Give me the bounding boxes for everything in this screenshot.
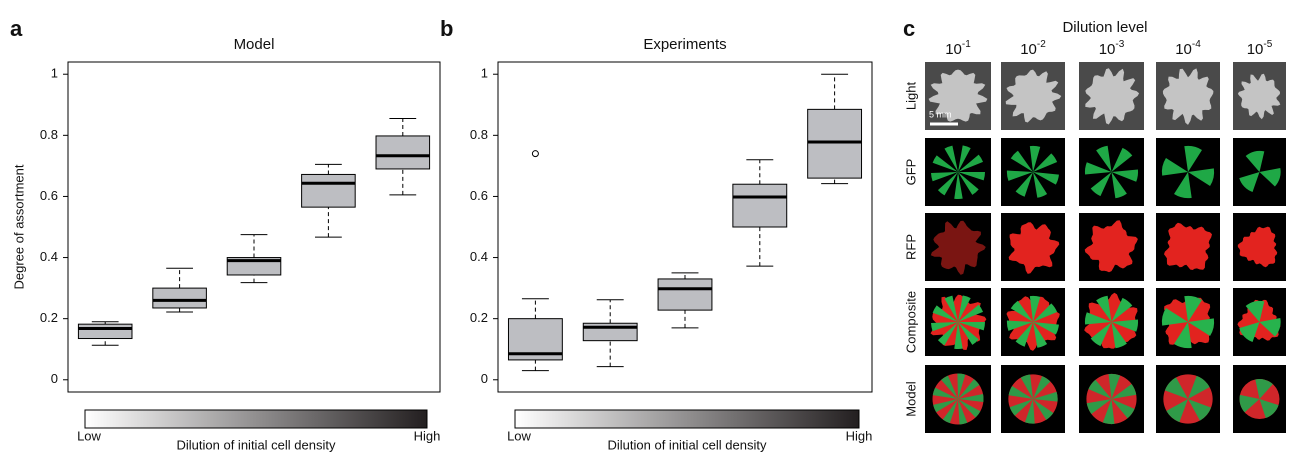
row-label: Light [903, 82, 918, 111]
column-exponent: -3 [1115, 39, 1124, 50]
model-green [1008, 374, 1058, 424]
colorbar [514, 409, 860, 429]
y-tick-label: 0.2 [470, 310, 488, 325]
column-base: 10 [1020, 41, 1037, 58]
colony-gfp [1239, 150, 1281, 192]
y-tick-label: 1 [51, 66, 58, 81]
colony-rfp [1164, 222, 1212, 270]
model-green [1164, 375, 1212, 423]
colony-light [928, 69, 988, 122]
chart-title: Model [234, 36, 275, 53]
colorbar-high: High [846, 428, 873, 443]
colony-rfp [1237, 226, 1278, 268]
scale-bar-label: 5 mm [929, 109, 952, 119]
colorbar-high: High [414, 428, 441, 443]
panel-label: b [440, 16, 453, 41]
outlier [531, 150, 539, 158]
column-exponent: -1 [962, 39, 971, 50]
colorbar [84, 409, 428, 429]
colony-green [1006, 295, 1059, 348]
model-green [932, 373, 984, 425]
colony-rfp [930, 220, 986, 275]
colony-green [1239, 300, 1281, 342]
colony-green [1161, 295, 1215, 349]
column-base: 10 [1099, 41, 1116, 58]
colorbar-low: Low [507, 428, 531, 443]
box [807, 108, 863, 179]
colony-rfp [1008, 222, 1060, 274]
y-tick-label: 0.6 [470, 188, 488, 203]
chart-title: Experiments [643, 36, 726, 53]
box [77, 323, 133, 340]
y-axis-label: Degree of assortment [11, 164, 26, 289]
row-label: Composite [903, 291, 918, 353]
y-tick-label: 0.4 [470, 249, 488, 264]
box [375, 135, 431, 170]
y-tick-label: 1 [481, 66, 488, 81]
model-green [1086, 373, 1137, 425]
y-tick-label: 0.8 [40, 127, 58, 142]
column-base: 10 [1175, 41, 1192, 58]
colony-rfp [1084, 220, 1138, 273]
plot-frame [497, 61, 873, 393]
model-green [1239, 379, 1279, 418]
y-tick-label: 0.4 [40, 249, 58, 264]
colony-gfp [1006, 145, 1059, 198]
colony-gfp [931, 145, 985, 199]
colony-green [931, 295, 985, 349]
column-exponent: -2 [1037, 39, 1046, 50]
colony-gfp [1084, 145, 1139, 199]
box [732, 183, 788, 228]
colony-light [1237, 73, 1281, 120]
y-tick-label: 0.6 [40, 188, 58, 203]
colony-green [1084, 295, 1139, 349]
y-tick-label: 0.2 [40, 310, 58, 325]
row-label: RFP [903, 234, 918, 260]
colorbar-label: Dilution of initial cell density [608, 437, 767, 452]
colorbar-low: Low [77, 428, 101, 443]
column-header: 10-1 [945, 39, 971, 58]
panel-label: a [10, 16, 23, 41]
column-exponent: -5 [1263, 39, 1272, 50]
colony-light [1005, 69, 1062, 123]
colony-light [1085, 68, 1140, 125]
plot-frame [67, 61, 441, 393]
column-header: 10-3 [1099, 39, 1125, 58]
column-header: 10-2 [1020, 39, 1046, 58]
y-tick-label: 0 [481, 371, 488, 386]
colony-light [1162, 68, 1214, 125]
column-base: 10 [1247, 41, 1264, 58]
box [301, 173, 356, 208]
column-base: 10 [945, 41, 962, 58]
column-header: 10-4 [1175, 39, 1201, 58]
panel-label: c [903, 16, 915, 41]
row-label: Model [903, 381, 918, 417]
box [657, 278, 713, 311]
column-exponent: -4 [1192, 39, 1201, 50]
y-tick-label: 0 [51, 371, 58, 386]
y-tick-label: 0.8 [470, 127, 488, 142]
colorbar-label: Dilution of initial cell density [177, 437, 336, 452]
column-header: 10-5 [1247, 39, 1273, 58]
panel-title: Dilution level [1062, 19, 1147, 36]
box [152, 287, 207, 309]
row-label: GFP [903, 159, 918, 186]
colony-gfp [1161, 145, 1215, 199]
